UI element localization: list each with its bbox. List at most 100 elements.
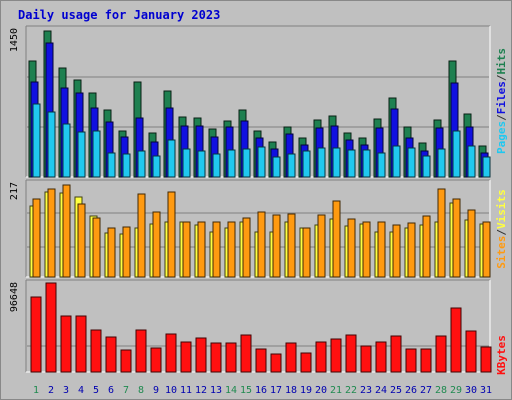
bar-sites-day-10 xyxy=(167,191,176,278)
bar-kbytes-day-10 xyxy=(165,333,177,373)
legend-entry-sites: Sites xyxy=(495,236,508,269)
bar-pages-day-5 xyxy=(92,130,101,178)
bar-kbytes-day-14 xyxy=(225,342,237,373)
x-tick-label-day-4: 4 xyxy=(78,385,84,396)
bar-pages-day-8 xyxy=(137,150,146,178)
bar-kbytes-day-30 xyxy=(465,330,477,373)
bar-kbytes-day-16 xyxy=(255,348,267,373)
x-tick-label-day-26: 26 xyxy=(405,385,417,396)
legend-1: Sites/Visits xyxy=(495,189,508,269)
legend-0: Pages/Files/Hits xyxy=(495,48,508,154)
x-tick-label-day-6: 6 xyxy=(108,385,114,396)
x-tick-label-day-30: 30 xyxy=(465,385,477,396)
bar-pages-day-30 xyxy=(467,145,476,178)
bar-sites-day-14 xyxy=(227,221,236,278)
bar-sites-day-29 xyxy=(452,198,461,278)
bar-pages-day-7 xyxy=(122,153,131,178)
bar-pages-day-13 xyxy=(212,153,221,178)
bar-kbytes-day-15 xyxy=(240,334,252,373)
bar-pages-day-10 xyxy=(167,139,176,178)
bar-sites-day-20 xyxy=(317,214,326,278)
bar-kbytes-day-27 xyxy=(420,348,432,373)
bar-kbytes-day-23 xyxy=(360,345,372,373)
bar-sites-day-5 xyxy=(92,217,101,278)
x-tick-label-day-16: 16 xyxy=(255,385,267,396)
bar-kbytes-day-31 xyxy=(480,346,492,373)
bar-sites-day-31 xyxy=(482,221,491,278)
bar-kbytes-day-2 xyxy=(45,282,57,373)
bar-sites-day-13 xyxy=(212,221,221,278)
bar-kbytes-day-28 xyxy=(435,335,447,373)
bar-sites-day-22 xyxy=(347,218,356,278)
x-tick-label-day-2: 2 xyxy=(48,385,54,396)
legend-entry-pages: Pages xyxy=(495,121,508,154)
panel-0: 1450 Pages/Files/Hits xyxy=(9,25,508,178)
bar-sites-day-28 xyxy=(437,188,446,278)
bar-kbytes-day-18 xyxy=(285,342,297,373)
legend-entry-files: Files xyxy=(495,81,508,114)
bar-kbytes-day-5 xyxy=(90,329,102,373)
x-tick-label-day-13: 13 xyxy=(210,385,222,396)
bar-pages-day-4 xyxy=(77,131,86,178)
bar-sites-day-25 xyxy=(392,224,401,278)
bar-pages-day-29 xyxy=(452,130,461,178)
bar-sites-day-24 xyxy=(377,221,386,278)
bar-pages-day-6 xyxy=(107,152,116,178)
x-tick-label-day-23: 23 xyxy=(360,385,372,396)
bar-pages-day-24 xyxy=(377,152,386,178)
x-tick-label-day-10: 10 xyxy=(165,385,177,396)
bar-pages-day-31 xyxy=(482,156,491,178)
x-tick-label-day-29: 29 xyxy=(450,385,462,396)
bar-kbytes-day-21 xyxy=(330,338,342,373)
bar-kbytes-day-11 xyxy=(180,341,192,373)
bar-kbytes-day-6 xyxy=(105,336,117,373)
bar-sites-day-30 xyxy=(467,209,476,278)
bar-pages-day-26 xyxy=(407,147,416,178)
bar-sites-day-17 xyxy=(272,214,281,278)
bar-pages-day-11 xyxy=(182,148,191,178)
x-tick-label-day-12: 12 xyxy=(195,385,207,396)
x-tick-label-day-9: 9 xyxy=(153,385,159,396)
bar-pages-day-18 xyxy=(287,153,296,178)
bar-kbytes-day-7 xyxy=(120,349,132,373)
bar-sites-day-3 xyxy=(62,184,71,278)
bar-pages-day-28 xyxy=(437,148,446,178)
bar-pages-day-9 xyxy=(152,155,161,178)
bar-kbytes-day-8 xyxy=(135,329,147,373)
bar-kbytes-day-1 xyxy=(30,296,42,373)
legend-entry-separator: / xyxy=(495,229,508,236)
bar-kbytes-day-20 xyxy=(315,341,327,373)
y-axis-max-label: 1450 xyxy=(9,28,20,52)
bar-kbytes-day-17 xyxy=(270,353,282,373)
x-tick-label-day-21: 21 xyxy=(330,385,342,396)
bar-kbytes-day-25 xyxy=(390,335,402,373)
x-tick-label-day-18: 18 xyxy=(285,385,297,396)
bar-pages-day-27 xyxy=(422,155,431,178)
x-tick-label-day-11: 11 xyxy=(180,385,192,396)
bar-pages-day-20 xyxy=(317,147,326,178)
x-tick-label-day-7: 7 xyxy=(123,385,129,396)
bar-pages-day-23 xyxy=(362,149,371,178)
legend-2: KBytes xyxy=(495,335,508,375)
x-tick-label-day-14: 14 xyxy=(225,385,237,396)
bar-kbytes-day-9 xyxy=(150,347,162,373)
bar-sites-day-7 xyxy=(122,226,131,278)
bar-kbytes-day-22 xyxy=(345,334,357,373)
bar-sites-day-6 xyxy=(107,227,116,278)
panel-2: 96648 KBytes xyxy=(9,279,508,375)
bar-pages-day-21 xyxy=(332,147,341,178)
x-tick-label-day-20: 20 xyxy=(315,385,327,396)
x-tick-label-day-27: 27 xyxy=(420,385,432,396)
bar-sites-day-18 xyxy=(287,213,296,278)
x-tick-label-day-3: 3 xyxy=(63,385,69,396)
panel-1: 217 Sites/Visits xyxy=(9,179,508,278)
bar-kbytes-day-12 xyxy=(195,337,207,373)
legend-entry-kbytes: KBytes xyxy=(495,335,508,375)
bar-kbytes-day-29 xyxy=(450,307,462,373)
bar-sites-day-19 xyxy=(302,227,311,278)
bar-kbytes-day-13 xyxy=(210,342,222,373)
bar-sites-day-11 xyxy=(182,221,191,278)
bar-sites-day-12 xyxy=(197,221,206,278)
x-tick-label-day-1: 1 xyxy=(33,385,39,396)
